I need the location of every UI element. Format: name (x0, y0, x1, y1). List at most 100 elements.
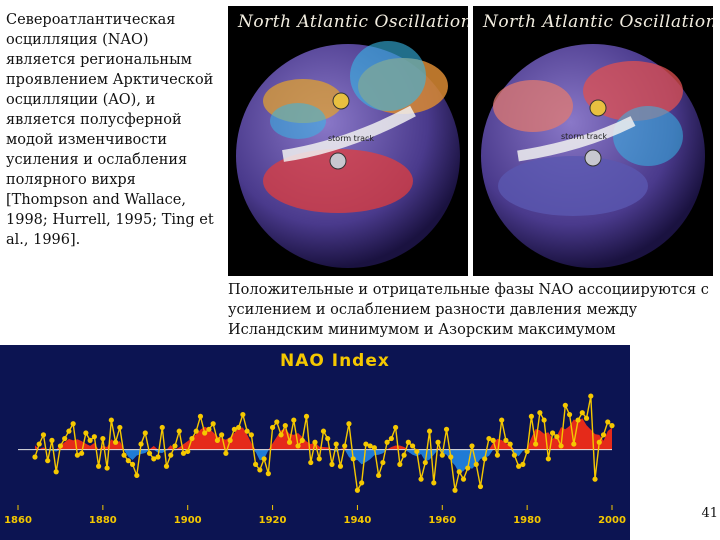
nao-data-point (401, 452, 407, 458)
nao-data-point (600, 432, 607, 438)
nao-data-point (325, 435, 331, 442)
globe-positive: storm track (236, 41, 460, 268)
nao-data-point (562, 402, 568, 408)
nao-data-point (316, 456, 322, 462)
nao-data-point (214, 437, 221, 443)
nao-data-point (185, 448, 191, 455)
globe-title-negative: North Atlantic Oscillation (483, 12, 713, 32)
nao-data-point (197, 413, 204, 419)
nao-data-point (388, 435, 394, 442)
nao-data-point (409, 443, 416, 449)
caption: Положительные и отрицательные фазы NAO а… (228, 282, 709, 338)
high-marker (584, 149, 602, 167)
nao-data-point (350, 456, 356, 462)
nao-data-point (291, 417, 297, 423)
landmass (583, 61, 683, 121)
nao-data-point (240, 411, 246, 418)
nao-data-point (100, 435, 106, 442)
nao-data-point (588, 393, 594, 399)
nao-data-point (507, 441, 513, 447)
nao-data-point (499, 417, 505, 423)
nao-data-point (550, 430, 556, 436)
nao-data-point (193, 428, 199, 434)
weak-high-region (498, 156, 648, 216)
nao-data-point (62, 435, 68, 442)
nao-chart-title: NAO Index (280, 351, 390, 371)
nao-data-point (96, 463, 102, 469)
nao-data-point (40, 432, 47, 438)
globe-title-positive: North Atlantic Oscillation (238, 12, 468, 32)
nao-data-point (431, 480, 437, 486)
nao-data-point (168, 452, 174, 458)
high-pressure-region (263, 149, 413, 213)
nao-data-point (443, 426, 450, 432)
nao-data-point (477, 483, 484, 490)
x-tick-label: 1920 (259, 515, 287, 526)
nao-data-point (545, 456, 551, 462)
nao-data-point (265, 471, 271, 477)
nao-data-point (125, 458, 131, 464)
nao-data-point (45, 458, 51, 464)
nao-data-point (269, 424, 276, 431)
x-tick-label: 1960 (428, 515, 456, 526)
globe-panel-negative: North Atlantic Oscillation storm track (473, 6, 713, 276)
globe-negative: storm track (481, 44, 705, 268)
nao-data-point (286, 439, 293, 445)
x-tick-label: 1940 (344, 515, 372, 526)
nao-data-point (53, 469, 59, 475)
nao-data-point (363, 441, 369, 447)
nao-data-point (172, 443, 178, 449)
nao-data-point (516, 463, 522, 469)
nao-data-point (583, 415, 590, 421)
nao-data-point (490, 437, 496, 443)
nao-data-point (227, 437, 233, 443)
nao-data-point (206, 426, 212, 432)
nao-data-point (248, 432, 254, 438)
nao-data-point (308, 459, 314, 466)
x-tick-label: 1860 (4, 515, 32, 526)
nao-data-point (354, 487, 361, 493)
x-tick-label: 1880 (89, 515, 117, 526)
low-pressure-region (350, 41, 426, 111)
nao-data-point (155, 454, 161, 460)
cold-region (270, 103, 326, 139)
negative-phase-area (34, 449, 612, 474)
nao-data-point (452, 487, 458, 493)
nao-data-point (57, 443, 64, 449)
nao-data-point (405, 439, 411, 445)
x-tick-label: 1980 (513, 515, 541, 526)
nao-data-point (223, 450, 229, 456)
nao-data-point (274, 419, 280, 425)
nao-data-point (36, 441, 42, 447)
nao-data-point (134, 472, 140, 479)
nao-data-point (359, 480, 365, 486)
nao-data-point (367, 443, 373, 449)
nao-data-point (66, 428, 72, 434)
nao-data-point (418, 476, 424, 482)
nao-data-point (244, 428, 250, 434)
nao-data-point (541, 417, 547, 423)
nao-data-point (257, 467, 263, 473)
globe-panel-positive: North Atlantic Oscillation storm track (228, 6, 468, 276)
nao-data-point (469, 443, 475, 449)
nao-data-point (473, 461, 479, 467)
nao-chart-panel: NAO Index 1860 1880 1900 1920 1940 1960 1980 20… (0, 345, 630, 540)
nao-data-point (219, 432, 225, 438)
nao-data-point (384, 439, 390, 445)
low-marker (589, 99, 607, 117)
nao-annual-line (34, 395, 613, 493)
nao-data-point (108, 417, 114, 423)
nao-data-point (596, 439, 602, 445)
nao-data-point (414, 448, 420, 455)
nao-data-point (575, 417, 581, 423)
nao-data-point (605, 419, 611, 425)
storm-track-arrow (517, 116, 636, 162)
storm-track-arrow (282, 105, 416, 162)
nao-data-point (554, 434, 560, 440)
nao-data-point (460, 476, 467, 482)
nao-data-point (579, 410, 585, 416)
page-number: 41 (701, 506, 718, 521)
landmass-west (493, 80, 573, 132)
nao-data-point (261, 456, 267, 462)
nao-data-point (482, 456, 488, 462)
